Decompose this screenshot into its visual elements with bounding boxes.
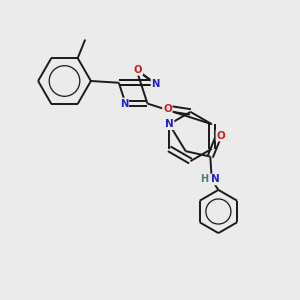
Text: N: N xyxy=(120,98,128,109)
Text: N: N xyxy=(211,174,220,184)
Text: O: O xyxy=(216,130,225,141)
Text: N: N xyxy=(152,79,160,89)
Text: O: O xyxy=(163,104,172,114)
Text: O: O xyxy=(134,65,142,75)
Text: N: N xyxy=(165,119,174,129)
Text: H: H xyxy=(200,174,208,184)
